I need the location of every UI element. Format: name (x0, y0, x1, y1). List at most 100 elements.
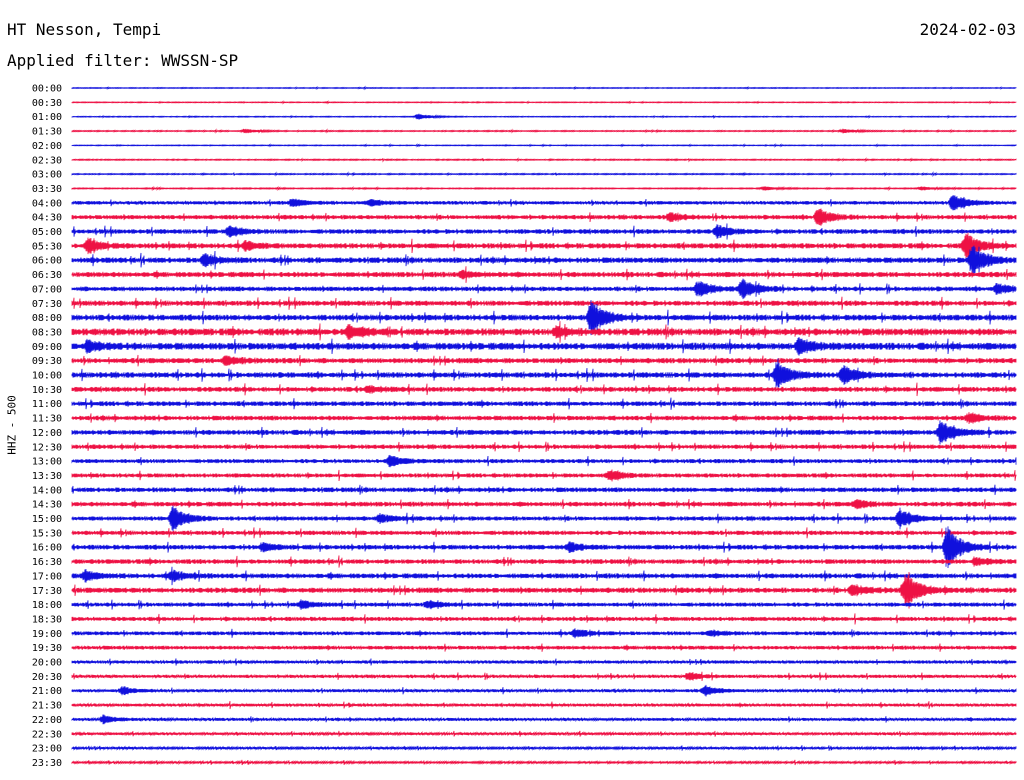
time-tick-label: 06:00 (32, 256, 62, 267)
time-tick-label: 23:30 (32, 758, 62, 769)
time-tick-label: 05:30 (32, 241, 62, 252)
trace-row-1000 (71, 358, 1017, 392)
trace-row-1230 (71, 441, 1017, 453)
time-tick-label: 00:00 (32, 84, 62, 95)
trace-row-0330 (71, 185, 1017, 192)
trace-row-1730 (71, 571, 1017, 609)
time-tick-label: 01:00 (32, 112, 62, 123)
time-tick-label: 12:00 (32, 428, 62, 439)
time-tick-label: 03:30 (32, 184, 62, 195)
time-tick-label: 15:30 (32, 528, 62, 539)
trace-row-0730 (71, 296, 1017, 310)
trace-row-0230 (71, 157, 1017, 163)
trace-row-0130 (71, 128, 1017, 134)
time-tick-label: 11:30 (32, 414, 62, 425)
trace-row-0030 (71, 100, 1017, 105)
time-tick-label: 22:30 (32, 729, 62, 740)
time-tick-label: 03:00 (32, 170, 62, 181)
time-tick-label: 08:30 (32, 327, 62, 338)
time-tick-label: 05:00 (32, 227, 62, 238)
trace-row-1500 (71, 505, 1017, 532)
time-tick-label: 16:00 (32, 543, 62, 554)
time-tick-label: 14:00 (32, 485, 62, 496)
trace-row-0530 (71, 232, 1017, 260)
time-tick-label: 07:00 (32, 284, 62, 295)
time-tick-label: 18:00 (32, 600, 62, 611)
time-tick-label: 21:30 (32, 701, 62, 712)
trace-row-1030 (71, 382, 1017, 397)
trace-row-1900 (71, 628, 1017, 639)
date-label: 2024-02-03 (919, 20, 1016, 39)
trace-row-0630 (71, 266, 1017, 283)
time-tick-label: 06:30 (32, 270, 62, 281)
station-title: HT Nesson, Tempi (7, 20, 162, 39)
time-tick-label: 19:00 (32, 629, 62, 640)
time-tick-label: 22:00 (32, 715, 62, 726)
trace-row-0100 (71, 113, 1017, 120)
time-tick-label: 11:00 (32, 399, 62, 410)
time-tick-label: 02:30 (32, 155, 62, 166)
trace-row-1830 (71, 613, 1017, 625)
trace-row-0200 (71, 143, 1017, 148)
trace-row-0600 (71, 245, 1017, 275)
trace-row-2130 (71, 701, 1017, 710)
time-tick-label: 20:00 (32, 658, 62, 669)
time-tick-label: 10:30 (32, 385, 62, 396)
trace-row-1700 (71, 566, 1017, 586)
time-tick-label: 13:00 (32, 457, 62, 468)
time-tick-label: 10:00 (32, 371, 62, 382)
trace-row-1530 (71, 527, 1017, 539)
trace-row-0500 (71, 223, 1017, 240)
trace-row-1400 (71, 484, 1017, 495)
trace-row-1200 (71, 420, 1017, 445)
time-tick-label: 09:00 (32, 342, 62, 353)
time-tick-label: 15:00 (32, 514, 62, 525)
trace-row-1800 (71, 599, 1017, 610)
trace-row-1430 (71, 498, 1017, 510)
trace-row-2030 (71, 671, 1017, 682)
trace-row-0930 (71, 354, 1017, 367)
trace-row-2000 (71, 658, 1017, 666)
trace-row-0830 (71, 321, 1017, 343)
trace-row-1330 (71, 469, 1017, 482)
trace-row-0800 (71, 300, 1017, 336)
time-tick-label: 09:30 (32, 356, 62, 367)
trace-row-1130 (71, 412, 1017, 424)
time-tick-label: 20:30 (32, 672, 62, 683)
trace-row-2200 (71, 714, 1017, 725)
trace-row-0300 (71, 171, 1017, 178)
time-tick-label: 07:30 (32, 299, 62, 310)
trace-row-0400 (71, 195, 1017, 211)
time-tick-label: 00:30 (32, 98, 62, 109)
trace-row-2100 (71, 684, 1017, 697)
trace-row-2300 (71, 745, 1017, 752)
time-tick-label: 19:30 (32, 643, 62, 654)
time-tick-label: 17:30 (32, 586, 62, 597)
trace-row-1100 (71, 397, 1017, 410)
trace-row-1630 (71, 555, 1017, 568)
trace-row-0900 (71, 336, 1017, 356)
time-tick-label: 04:30 (32, 213, 62, 224)
time-tick-label: 23:00 (32, 744, 62, 755)
filter-label: Applied filter: WWSSN-SP (7, 51, 239, 70)
time-tick-label: 13:30 (32, 471, 62, 482)
trace-row-1300 (71, 454, 1017, 468)
time-tick-label: 12:30 (32, 442, 62, 453)
time-tick-label: 16:30 (32, 557, 62, 568)
trace-row-2230 (71, 730, 1017, 737)
trace-row-1930 (71, 643, 1017, 652)
time-tick-label: 02:00 (32, 141, 62, 152)
trace-row-0000 (71, 85, 1017, 91)
trace-row-0430 (71, 208, 1017, 226)
time-tick-label: 17:00 (32, 571, 62, 582)
time-tick-label: 21:00 (32, 686, 62, 697)
time-tick-label: 04:00 (32, 198, 62, 209)
trace-row-2330 (71, 759, 1017, 766)
time-tick-label: 08:00 (32, 313, 62, 324)
time-tick-label: 01:30 (32, 127, 62, 138)
trace-row-0700 (71, 278, 1017, 300)
time-tick-label: 18:30 (32, 614, 62, 625)
time-tick-label: 14:30 (32, 500, 62, 511)
trace-row-1600 (71, 526, 1017, 568)
